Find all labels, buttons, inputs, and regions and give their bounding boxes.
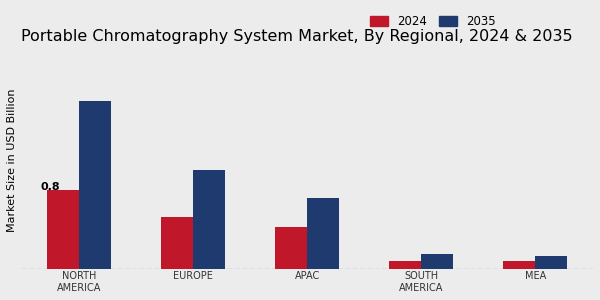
Bar	[421, 254, 453, 269]
Bar	[193, 170, 225, 269]
Bar	[275, 227, 307, 269]
Bar	[389, 261, 421, 269]
Text: Portable Chromatography System Market, By Regional, 2024 & 2035: Portable Chromatography System Market, B…	[21, 29, 573, 44]
Bar	[161, 218, 193, 269]
Bar	[535, 256, 567, 269]
Bar	[503, 261, 535, 269]
Bar	[307, 198, 339, 269]
Y-axis label: Market Size in USD Billion: Market Size in USD Billion	[7, 88, 17, 232]
Bar	[47, 190, 79, 269]
Legend: 2024, 2035: 2024, 2035	[365, 10, 500, 32]
Bar	[79, 101, 111, 269]
Text: 0.8: 0.8	[40, 182, 60, 192]
